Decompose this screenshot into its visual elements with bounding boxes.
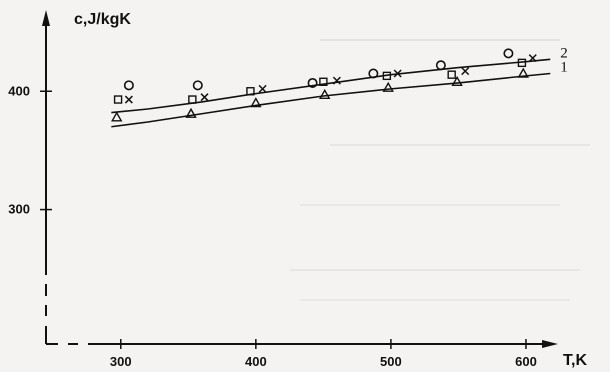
triangle-point-4: [319, 88, 331, 100]
y-axis-title: c,J/kgK: [74, 11, 131, 28]
x-axis-arrow-icon: [542, 340, 558, 348]
x-tick-label-600: 600: [515, 354, 537, 369]
x-tick-label-400: 400: [245, 354, 267, 369]
cross-point-4: [332, 76, 341, 85]
y-axis-arrow-icon: [42, 10, 50, 26]
cross-point-1: [124, 95, 133, 104]
square-point-3: [246, 87, 255, 96]
y-tick-label-300: 300: [8, 202, 30, 217]
y-tick-label-400: 400: [8, 83, 30, 98]
square-point-1: [113, 95, 123, 104]
triangle-point-7: [517, 67, 529, 78]
square-point-6: [447, 70, 456, 79]
x-tick-label-300: 300: [110, 354, 132, 369]
triangle-point-3: [250, 97, 262, 108]
circle-point-2: [192, 80, 203, 91]
cross-point-3: [258, 84, 267, 93]
cross-point-6: [461, 67, 470, 76]
triangle-point-6: [451, 75, 463, 86]
circle-point-4: [368, 68, 379, 79]
cross-point-7: [528, 54, 537, 63]
circle-point-3: [307, 77, 318, 88]
curve-2: [111, 58, 551, 114]
cross-point-2: [200, 93, 209, 102]
triangle-point-1: [111, 111, 123, 122]
square-point-5: [382, 71, 392, 81]
curve-label-1: 1: [560, 60, 568, 76]
square-point-7: [517, 58, 527, 68]
triangle-point-2: [185, 107, 197, 118]
x-axis-title: T,K: [563, 352, 587, 369]
curve-1: [111, 72, 551, 128]
triangle-point-5: [382, 81, 394, 92]
circle-point-6: [503, 48, 514, 59]
scan-artifacts: [290, 39, 590, 301]
circle-point-5: [435, 60, 446, 71]
square-point-2: [188, 95, 197, 104]
x-tick-label-500: 500: [380, 354, 402, 369]
y-axis: [42, 10, 50, 344]
x-axis: [46, 340, 558, 348]
curve-label-2: 2: [560, 45, 568, 61]
square-point-4: [319, 77, 328, 86]
cross-point-5: [393, 69, 402, 78]
circle-point-1: [123, 80, 134, 91]
